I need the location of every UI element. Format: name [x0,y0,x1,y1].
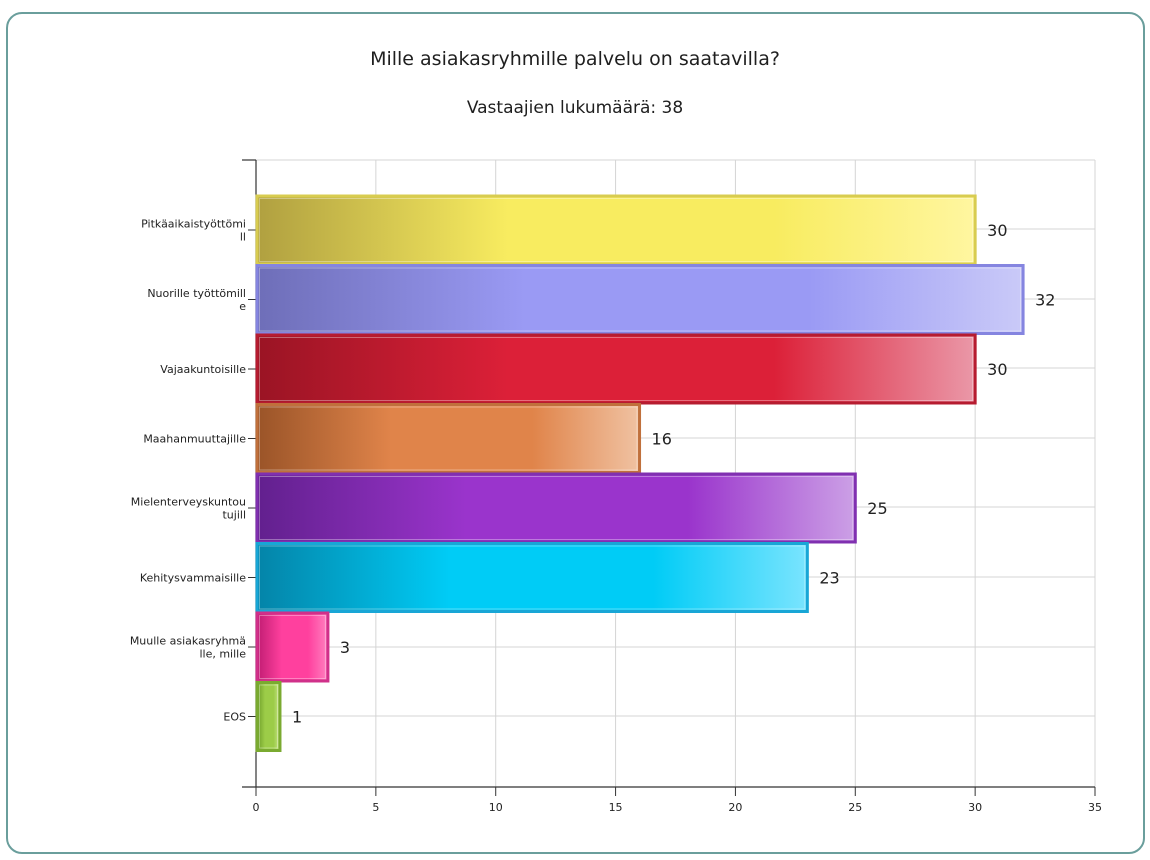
bar [255,333,977,405]
bar [255,403,642,474]
bar-highlight [259,198,974,262]
value-label: 23 [819,569,839,588]
x-tick-label: 30 [968,801,982,814]
bar-highlight [259,545,806,610]
x-tick-label: 25 [848,801,862,814]
value-label: 30 [987,221,1007,240]
bar [255,611,330,683]
x-tick-label: 15 [609,801,623,814]
x-tick-label: 35 [1088,801,1102,814]
bar [255,264,1025,335]
category-label: tujill [222,509,246,522]
x-tick-label: 20 [728,801,742,814]
x-tick-label: 0 [253,801,260,814]
value-label: 30 [987,360,1007,379]
category-label: Vajaakuntoisille [160,363,246,376]
value-label: 3 [340,638,350,657]
value-label: 25 [867,499,887,518]
bar-highlight [259,476,854,540]
bar [255,542,809,613]
category-label: lle, mille [199,648,246,661]
chart-subtitle: Vastaajien lukumäärä: 38 [466,98,684,118]
bar-highlight [259,267,1022,332]
bar [255,194,977,266]
category-label: e [239,300,246,313]
category-label: Maahanmuuttajille [143,433,246,446]
category-label: Kehitysvammaisille [140,572,246,585]
bar [255,681,282,752]
category-label: EOS [223,711,246,724]
x-tick-label: 5 [372,801,379,814]
bar [255,472,857,544]
value-label: 32 [1035,291,1055,310]
chart-title: Mille asiakasryhmille palvelu on saatavi… [370,48,780,70]
category-label: ll [240,231,246,244]
category-label: Nuorille työttömill [147,287,246,300]
value-label: 16 [652,430,672,449]
bar-highlight [259,615,326,679]
category-label: Muulle asiakasryhmä [130,635,246,648]
bar-highlight [259,684,278,749]
category-label: Mielenterveyskuntou [131,496,246,509]
x-tick-label: 10 [489,801,503,814]
value-label: 1 [292,708,302,727]
category-label: Pitkäaikaistyöttömi [141,218,246,231]
bar-highlight [259,337,974,401]
bar-highlight [259,406,638,471]
